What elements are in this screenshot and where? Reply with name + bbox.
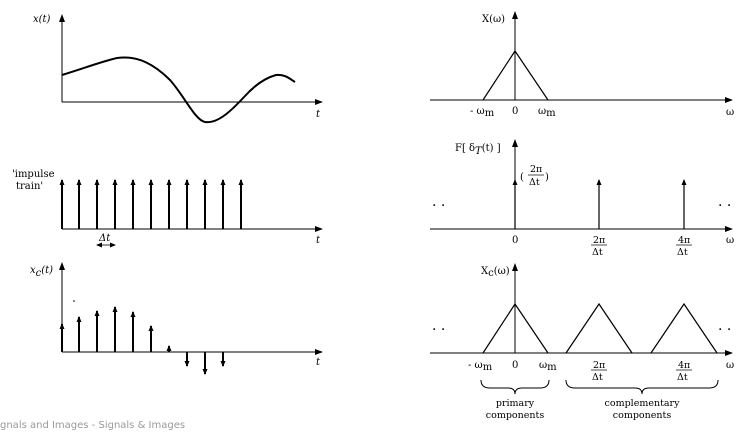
stray-dot [73,300,75,302]
t-label: t [316,109,321,120]
neg-wm-label: - ωm [470,106,495,119]
w-label: ω [726,360,734,371]
primary-brace [480,379,550,395]
delta-t-denominator: Δt [677,372,688,383]
t-label: t [316,357,321,368]
panel-sampled-spectrum: Xc(ω) . . . . - ωm 0 ωm 2π Δt 4π Δt ω pr… [430,263,734,420]
two-pi-numerator: 2π [530,164,542,175]
delta-t-denominator: Δt [677,247,688,258]
delta-t-denominator: Δt [592,372,603,383]
four-pi-numerator: 4π [678,235,690,246]
ellipsis-left: . . [432,318,445,334]
complementary-triangle [565,302,633,354]
ellipsis-right: . . [718,194,731,210]
w-label: ω [726,107,734,118]
ellipsis-left: . . [432,194,445,210]
w-label: ω [726,235,734,246]
panel-sampled-signal: xc(t) t [30,262,323,375]
zero-label: 0 [512,360,518,371]
sampling-figure: x(t) t 'impulse train' t Δt xc(t) t [12,11,734,420]
impulse-weight-label: ( 2π Δt ) [520,164,549,188]
panel-signal: x(t) t [33,14,323,124]
signal-curve [61,56,296,124]
complementary-label-2: components [613,410,672,420]
paren-right: ) [545,172,549,183]
t-label: t [316,235,321,246]
neg-wm-label: - ωm [468,360,493,373]
wm-label: ωm [538,106,556,119]
primary-label-2: components [486,410,545,420]
delta-t-label: Δt [98,233,111,244]
F-delta-label: F[ δT(t) ] [455,143,501,157]
Xc-w-label: Xc(ω) [481,266,510,279]
ellipsis-right: . . [718,318,731,334]
two-pi-numerator: 2π [593,360,605,371]
complementary-brace [565,379,719,395]
wm-label: ωm [539,360,557,373]
zero-label: 0 [512,106,518,117]
complementary-triangle [650,302,718,354]
X-w-label: X(ω) [482,14,505,25]
xc-t-label: xc(t) [30,265,53,279]
two-pi-numerator: 2π [593,235,605,246]
complementary-label-1: complementary [605,398,681,409]
delta-t-denominator: Δt [592,247,603,258]
x-t-label: x(t) [33,14,51,25]
primary-triangle [482,302,549,354]
paren-left: ( [520,172,524,183]
impulse-label-1: 'impulse [12,169,55,180]
panel-impulse-spectrum: F[ δT(t) ] ( 2π Δt ) . . . . 0 2π Δt 4π … [430,139,734,258]
panel-spectrum: X(ω) - ωm 0 ωm ω [430,11,734,119]
spectrum-triangle [482,49,549,101]
impulse-label-2: train' [16,181,43,192]
primary-label-1: primary [496,398,535,409]
zero-label: 0 [512,235,518,246]
delta-t-denominator: Δt [529,177,540,188]
footer-caption: gnals and Images - Signals & Images [0,420,186,431]
four-pi-numerator: 4π [678,360,690,371]
panel-impulse-train: 'impulse train' t Δt [12,169,323,248]
